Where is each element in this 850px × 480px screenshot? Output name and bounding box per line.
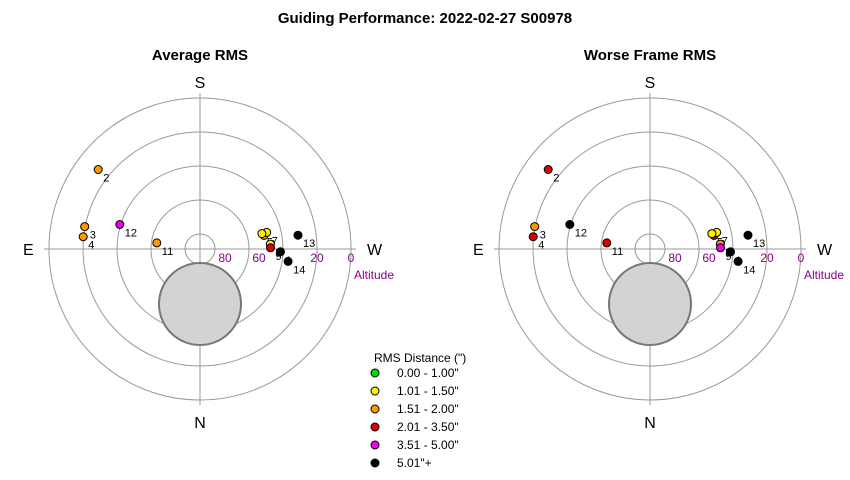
guide-point bbox=[80, 222, 90, 232]
guide-point bbox=[257, 229, 267, 239]
legend-label: 0.00 - 1.00" bbox=[397, 366, 459, 380]
guide-point-label: 12 bbox=[125, 228, 137, 240]
legend-label: 5.01"+ bbox=[397, 456, 432, 470]
guide-point bbox=[528, 232, 538, 242]
compass-bottom: N bbox=[194, 415, 206, 432]
altitude-tick-label: 20 bbox=[310, 251, 324, 265]
guide-point-label: 11 bbox=[612, 246, 623, 258]
guide-point bbox=[115, 220, 125, 229]
legend-swatch bbox=[370, 422, 380, 432]
guide-point bbox=[152, 238, 162, 248]
legend-label: 1.01 - 1.50" bbox=[397, 384, 459, 398]
guide-point-label: 4 bbox=[538, 240, 544, 252]
legend-swatch bbox=[370, 368, 380, 378]
altitude-axis-label: Altitude bbox=[354, 268, 394, 282]
compass-top: S bbox=[645, 75, 656, 92]
guide-point bbox=[530, 222, 540, 232]
guide-point bbox=[283, 256, 293, 266]
guide-point bbox=[733, 256, 743, 266]
guide-point-label: 7 bbox=[272, 235, 278, 247]
guide-point bbox=[565, 220, 575, 229]
guide-point-label: 9 bbox=[276, 251, 282, 263]
guide-point-label: 9 bbox=[726, 251, 732, 263]
polar-plot-1: Average RMSSNEW8060200Altitude2341112675… bbox=[23, 47, 394, 432]
legend-title: RMS Distance (") bbox=[374, 351, 466, 365]
legend-swatch bbox=[370, 386, 380, 396]
compass-right: W bbox=[367, 242, 383, 259]
exclusion-zone bbox=[158, 262, 242, 346]
compass-left: E bbox=[23, 242, 34, 259]
altitude-tick-label: 0 bbox=[348, 251, 355, 265]
legend-swatch bbox=[370, 440, 380, 450]
guide-point bbox=[602, 238, 612, 248]
compass-bottom: N bbox=[644, 415, 656, 432]
guide-point-label: 13 bbox=[753, 238, 765, 250]
guide-point bbox=[93, 165, 103, 174]
legend-label: 2.01 - 3.50" bbox=[397, 420, 459, 434]
guide-point-label: 2 bbox=[103, 173, 109, 185]
guide-point bbox=[707, 229, 717, 239]
guide-point-label: 3 bbox=[540, 230, 546, 242]
compass-left: E bbox=[473, 242, 484, 259]
legend-swatch bbox=[370, 458, 380, 468]
altitude-tick-label: 80 bbox=[218, 251, 232, 265]
altitude-tick-label: 60 bbox=[702, 251, 716, 265]
guide-point bbox=[543, 165, 553, 174]
guide-point-label: 11 bbox=[162, 246, 173, 258]
legend-swatch bbox=[370, 404, 380, 414]
guide-point bbox=[266, 243, 275, 253]
altitude-tick-label: 20 bbox=[760, 251, 774, 265]
guide-point-label: 13 bbox=[303, 238, 315, 250]
subplot-title: Worse Frame RMS bbox=[584, 47, 716, 64]
guide-point-label: 2 bbox=[553, 173, 559, 185]
guide-point bbox=[743, 230, 753, 240]
legend-label: 3.51 - 5.00" bbox=[397, 438, 459, 452]
guide-point bbox=[293, 230, 303, 240]
guide-point bbox=[78, 232, 88, 242]
guide-point-label: 14 bbox=[293, 264, 305, 276]
legend-label: 1.51 - 2.00" bbox=[397, 402, 459, 416]
polar-plot-2: Worse Frame RMS S N E W 80 60 20 0 Altitude 2 34 11 1… bbox=[473, 47, 844, 432]
subplot-title: Average RMS bbox=[152, 47, 248, 64]
guide-point-label: 4 bbox=[88, 240, 94, 252]
altitude-tick-label: 60 bbox=[252, 251, 266, 265]
compass-top: S bbox=[195, 75, 206, 92]
guide-point-label: 3 bbox=[90, 230, 96, 242]
polar-plots: Average RMSSNEW8060200Altitude2341112675… bbox=[23, 47, 844, 432]
guide-point-label: 7 bbox=[722, 235, 728, 247]
altitude-tick-label: 0 bbox=[798, 251, 805, 265]
rms-legend: RMS Distance (")0.00 - 1.00" 1.01 - 1.50"… bbox=[370, 351, 466, 470]
altitude-axis-label: Altitude bbox=[804, 268, 844, 282]
guide-point-label: 14 bbox=[743, 264, 755, 276]
guide-point bbox=[276, 247, 285, 257]
guide-point bbox=[716, 243, 725, 253]
figure-title: Guiding Performance: 2022-02-27 S00978 bbox=[278, 10, 572, 27]
exclusion-zone bbox=[608, 262, 692, 346]
guide-point bbox=[726, 247, 735, 257]
compass-right: W bbox=[817, 242, 833, 259]
guide-point-label: 12 bbox=[575, 228, 587, 240]
altitude-tick-label: 80 bbox=[668, 251, 682, 265]
